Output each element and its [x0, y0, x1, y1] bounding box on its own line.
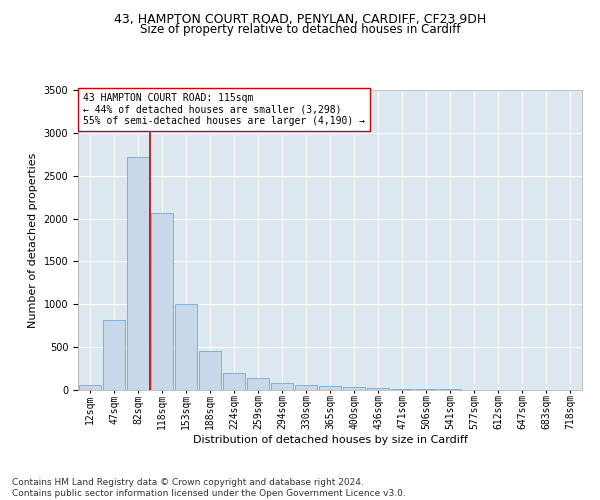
Bar: [199, 352, 221, 390]
Bar: [271, 383, 293, 390]
Text: Contains HM Land Registry data © Crown copyright and database right 2024.
Contai: Contains HM Land Registry data © Crown c…: [12, 478, 406, 498]
Bar: [79, 386, 101, 390]
Text: 43 HAMPTON COURT ROAD: 115sqm
← 44% of detached houses are smaller (3,298)
55% o: 43 HAMPTON COURT ROAD: 115sqm ← 44% of d…: [83, 93, 365, 126]
Bar: [295, 385, 317, 390]
Bar: [151, 214, 173, 390]
Bar: [319, 386, 341, 390]
Y-axis label: Number of detached properties: Number of detached properties: [28, 152, 38, 328]
Bar: [175, 304, 197, 390]
Bar: [391, 388, 413, 390]
Bar: [223, 373, 245, 390]
Bar: [415, 389, 437, 390]
Bar: [103, 320, 125, 390]
Bar: [367, 388, 389, 390]
X-axis label: Distribution of detached houses by size in Cardiff: Distribution of detached houses by size …: [193, 435, 467, 445]
Text: 43, HAMPTON COURT ROAD, PENYLAN, CARDIFF, CF23 9DH: 43, HAMPTON COURT ROAD, PENYLAN, CARDIFF…: [114, 12, 486, 26]
Bar: [127, 157, 149, 390]
Bar: [343, 387, 365, 390]
Text: Size of property relative to detached houses in Cardiff: Size of property relative to detached ho…: [140, 22, 460, 36]
Bar: [247, 378, 269, 390]
